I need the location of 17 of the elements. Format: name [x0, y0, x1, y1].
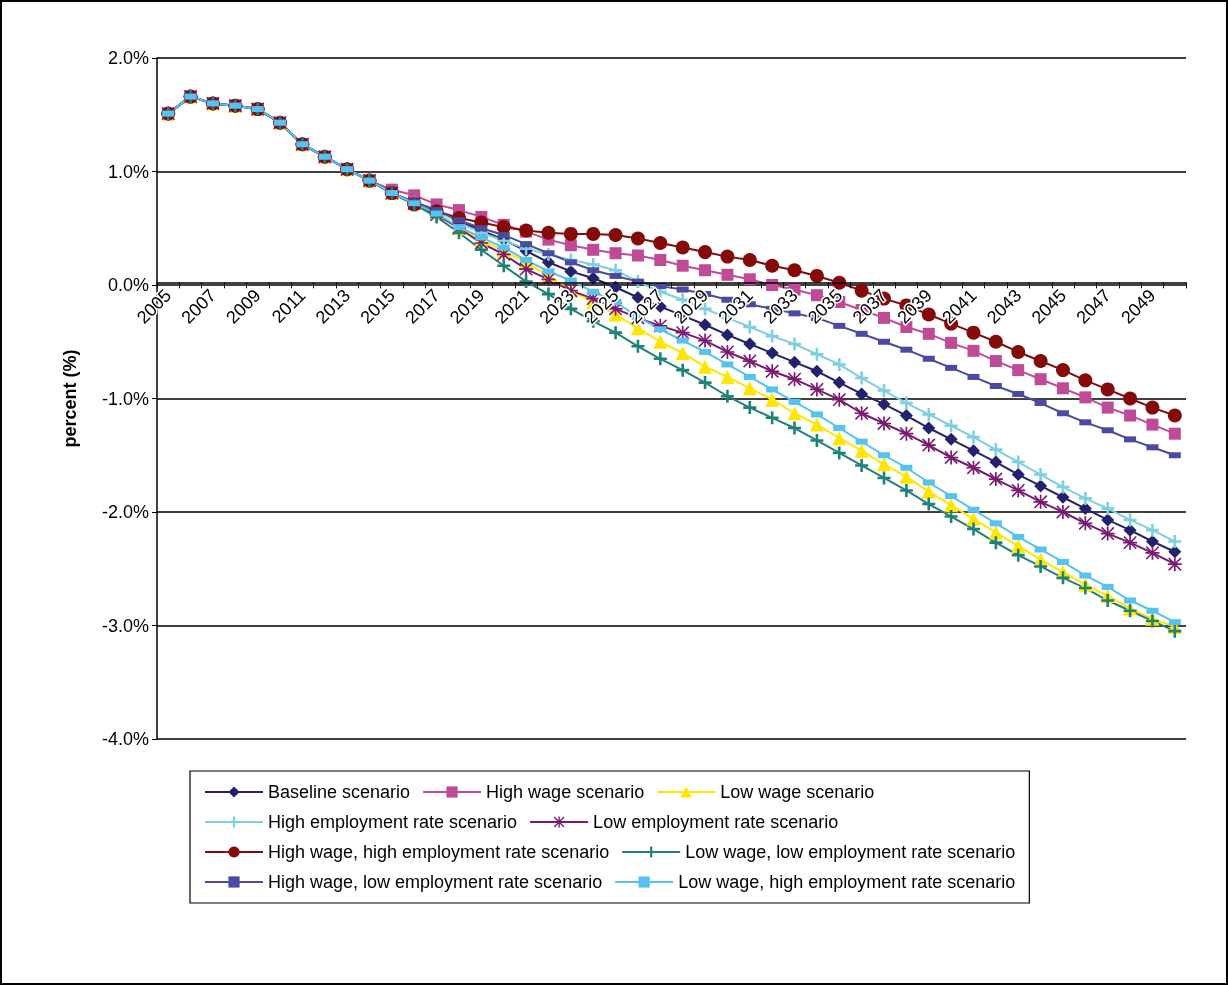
legend-label: High employment rate scenario [268, 812, 518, 832]
y-tick-label: -4.0% [101, 729, 149, 749]
legend-label: Low employment rate scenario [593, 812, 839, 832]
y-tick-label: 2.0% [107, 48, 149, 68]
legend-label: Low wage scenario [720, 782, 875, 802]
legend-label: Low wage, high employment rate scenario [678, 872, 1016, 892]
legend-label: High wage scenario [486, 782, 645, 802]
y-tick-label: -3.0% [101, 615, 149, 636]
y-tick-label: -2.0% [101, 502, 149, 522]
y-tick-label: -1.0% [101, 388, 149, 409]
y-axis-title: percent (%) [60, 349, 80, 448]
y-tick-label: 0.0% [107, 275, 149, 295]
legend-label: High wage, high employment rate scenario [268, 842, 610, 862]
legend-label: High wage, low employment rate scenario [268, 872, 603, 892]
legend-label: Low wage, low employment rate scenario [685, 842, 1016, 862]
legend-label: Baseline scenario [268, 782, 411, 802]
y-tick-label: 1.0% [107, 161, 149, 182]
